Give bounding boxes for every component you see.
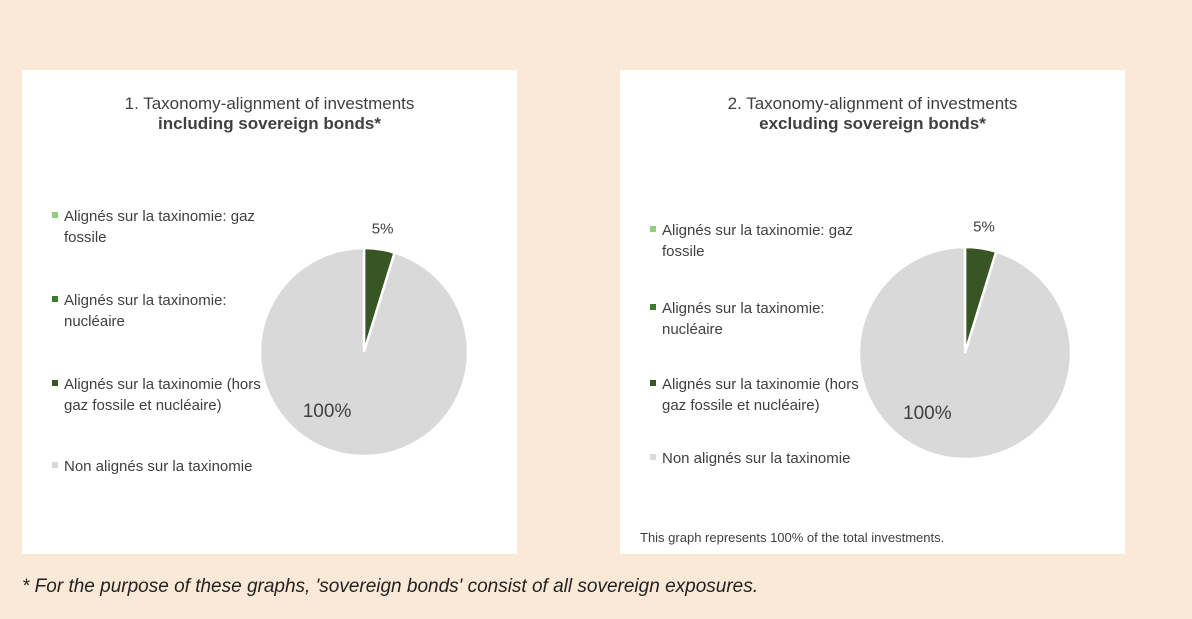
legend-label: Non alignés sur la taxinomie (662, 450, 851, 467)
legend-swatch (52, 380, 58, 386)
annotation: This graph represents 100% of the total … (640, 530, 945, 545)
title-line: 2. Taxonomy-alignment of investments (727, 94, 1018, 113)
legend-swatch (650, 226, 656, 232)
subtitle: including sovereign bonds* (158, 114, 381, 133)
title-line: 1. Taxonomy-alignment of investments (124, 94, 415, 113)
pie-slice (258, 246, 470, 458)
legend-label: Alignés sur la taxinomie: nucléaire (64, 292, 227, 330)
legend-item: Alignés sur la taxinomie: nucléaire (650, 298, 862, 340)
footnote: * For the purpose of these graphs, 'sove… (22, 576, 759, 597)
chart-panel: 1. Taxonomy-alignment of investments incl… (22, 70, 517, 554)
data-label: 100% (903, 403, 952, 425)
legend-swatch (650, 304, 656, 310)
chart-title: 1. Taxonomy-alignment of investments incl… (22, 94, 517, 134)
legend-item: Alignés sur la taxinomie: gaz fossile (52, 206, 264, 248)
data-label: 5% (371, 220, 394, 238)
legend-item: Alignés sur la taxinomie: gaz fossile (650, 220, 862, 262)
legend-label: Alignés sur la taxinomie: gaz fossile (64, 208, 255, 246)
data-label: 100% (302, 401, 352, 423)
chart-title: 2. Taxonomy-alignment of investments excl… (620, 94, 1125, 134)
legend-label: Alignés sur la taxinomie: gaz fossile (662, 222, 853, 260)
chart-panel: 2. Taxonomy-alignment of investments excl… (620, 70, 1125, 554)
legend-item: Alignés sur la taxinomie (hors gaz fossi… (52, 374, 264, 416)
legend-item: Alignés sur la taxinomie: nucléaire (52, 290, 264, 332)
legend-item: Non alignés sur la taxinomie (650, 448, 862, 469)
legend-item: Non alignés sur la taxinomie (52, 456, 264, 477)
pie-slice (857, 245, 1073, 461)
legend-label: Alignés sur la taxinomie (hors gaz fossi… (64, 376, 261, 414)
legend-label: Alignés sur la taxinomie: nucléaire (662, 300, 825, 338)
pie (857, 245, 1073, 461)
legend-swatch (650, 380, 656, 386)
subtitle: excluding sovereign bonds* (759, 114, 986, 133)
legend-label: Alignés sur la taxinomie (hors gaz fossi… (662, 376, 859, 414)
legend-swatch (52, 296, 58, 302)
data-label: 5% (973, 218, 995, 236)
legend-swatch (650, 454, 656, 460)
legend-swatch (52, 212, 58, 218)
pie (258, 246, 470, 458)
legend-swatch (52, 462, 58, 468)
legend-label: Non alignés sur la taxinomie (64, 458, 253, 475)
legend-item: Alignés sur la taxinomie (hors gaz fossi… (650, 374, 862, 416)
